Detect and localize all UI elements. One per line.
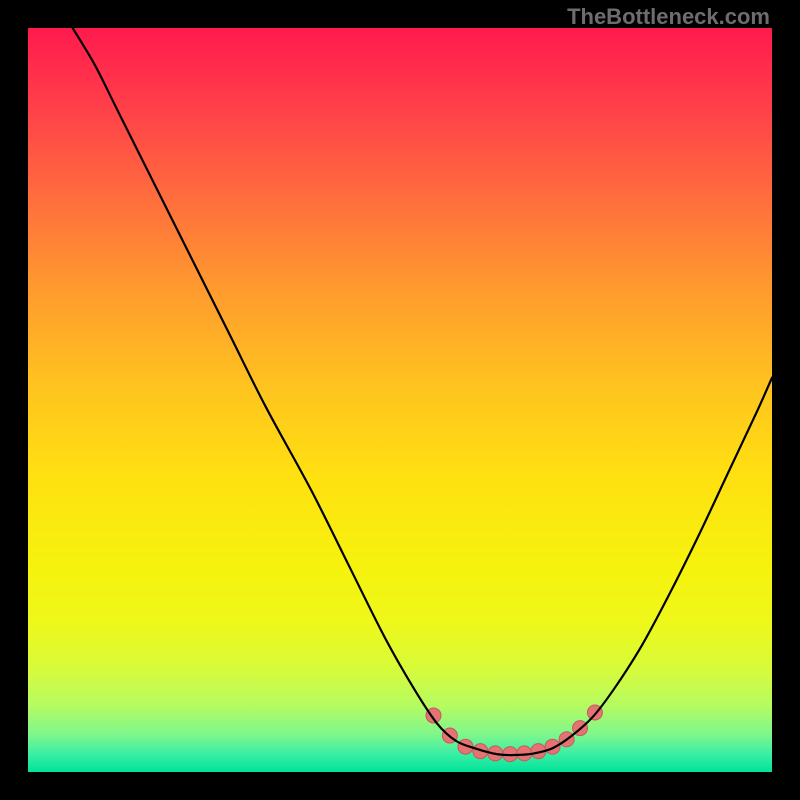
- watermark-text: TheBottleneck.com: [567, 4, 770, 30]
- chart-frame: TheBottleneck.com: [0, 0, 800, 800]
- gradient-background: [28, 28, 772, 772]
- bottleneck-chart-svg: [0, 0, 800, 800]
